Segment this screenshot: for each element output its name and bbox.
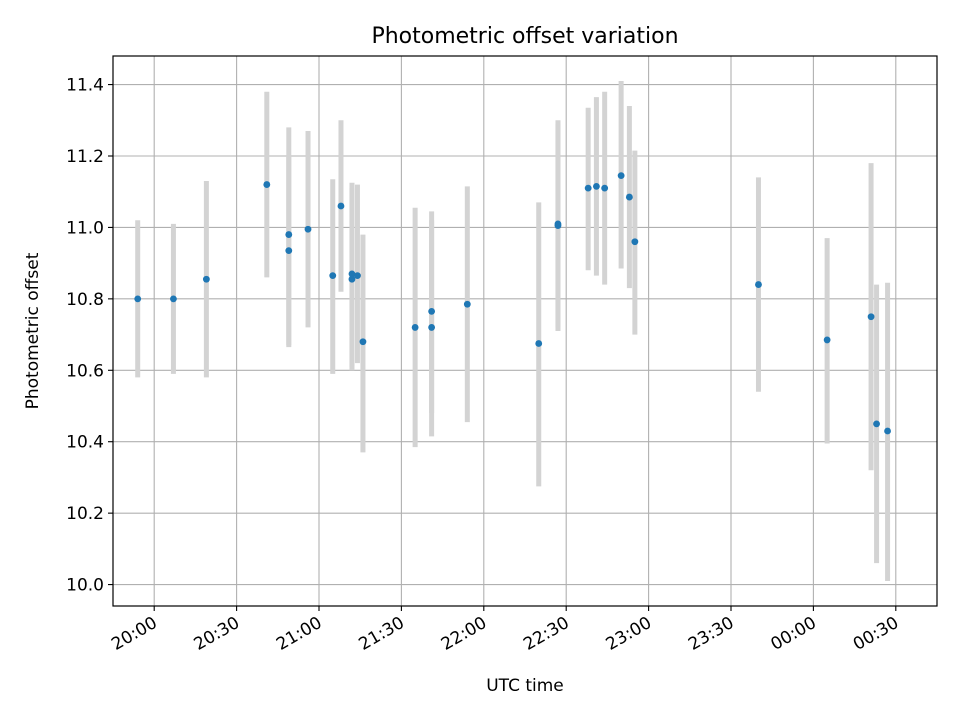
data-point (285, 231, 293, 238)
data-point (625, 193, 633, 201)
y-tick-label: 11.0 (66, 218, 104, 238)
data-point (554, 220, 562, 228)
data-point (867, 313, 875, 321)
data-point (359, 338, 367, 346)
data-point (263, 181, 271, 188)
y-tick-label: 10.6 (66, 361, 104, 381)
y-tick-label: 10.2 (66, 504, 104, 524)
data-point (535, 340, 543, 347)
grid (113, 56, 937, 606)
data-point (428, 307, 436, 315)
y-axis-ticks: 10.0 10.2 10.4 10.6 10.8 11.0 11.2 11.4 (66, 76, 113, 596)
y-tick-label: 10.4 (66, 433, 104, 453)
data-point (202, 275, 210, 283)
data-point (170, 295, 177, 303)
data-point (617, 172, 625, 180)
data-point (411, 324, 419, 331)
data-point (823, 336, 831, 344)
y-tick-label: 10.0 (66, 576, 104, 596)
data-point (134, 295, 142, 303)
chart-title: Photometric offset variation (371, 24, 678, 49)
data-point (348, 270, 356, 278)
data-point (593, 182, 600, 190)
data-point (337, 202, 345, 210)
data-point (884, 427, 891, 435)
data-point (584, 184, 592, 192)
y-tick-label: 10.8 (66, 290, 104, 310)
data-point (285, 247, 293, 255)
y-axis-label: Photometric offset (23, 252, 43, 409)
data-points (134, 172, 891, 435)
plot-area (113, 56, 937, 606)
data-point (873, 420, 880, 428)
x-axis-label: UTC time (486, 676, 564, 696)
data-point (463, 300, 471, 308)
data-point (348, 275, 356, 283)
data-point (329, 272, 337, 280)
data-point (755, 281, 762, 288)
plot-frame (112, 55, 938, 607)
data-point (428, 324, 436, 331)
y-tick-label: 11.2 (66, 147, 104, 167)
y-tick-label: 11.4 (66, 76, 104, 96)
data-point (304, 225, 312, 233)
data-point (354, 272, 361, 280)
data-point (631, 238, 639, 246)
data-point (601, 184, 609, 192)
